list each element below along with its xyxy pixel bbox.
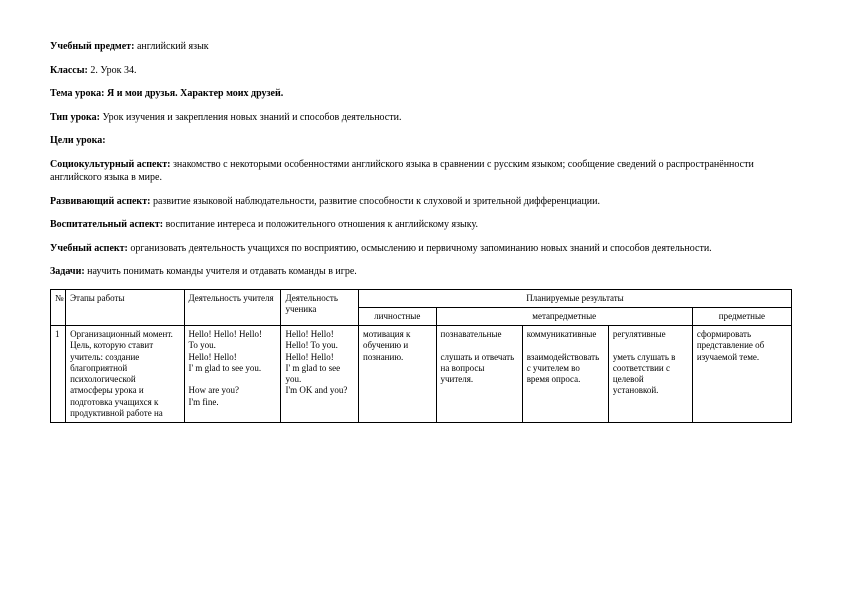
subject-line: Учебный предмет: английский язык: [50, 40, 792, 54]
edu-label: Воспитательный аспект:: [50, 219, 163, 230]
col-stage: Этапы работы: [66, 289, 184, 326]
dev-label: Развивающий аспект:: [50, 196, 150, 207]
topic-line: Тема урока: Я и мои друзья. Характер мои…: [50, 87, 792, 101]
tasks-label: Задачи:: [50, 266, 85, 277]
tasks-line: Задачи: научить понимать команды учителя…: [50, 265, 792, 279]
col-subject: предметные: [692, 307, 791, 325]
type-line: Тип урока: Урок изучения и закрепления н…: [50, 111, 792, 125]
class-line: Классы: 2. Урок 34.: [50, 64, 792, 78]
col-teacher: Деятельность учителя: [184, 289, 281, 326]
col-results: Планируемые результаты: [359, 289, 792, 307]
table-header-row-1: № Этапы работы Деятельность учителя Деят…: [51, 289, 792, 307]
col-num: №: [51, 289, 66, 326]
edu-line: Воспитательный аспект: воспитание интере…: [50, 218, 792, 232]
socio-label: Социокультурный аспект:: [50, 159, 170, 170]
col-pupil: Деятельность ученика: [281, 289, 359, 326]
cell-meta3: регулятивныеуметь слушать в соответствии…: [608, 326, 692, 423]
dev-line: Развивающий аспект: развитие языковой на…: [50, 195, 792, 209]
learn-line: Учебный аспект: организовать деятельност…: [50, 242, 792, 256]
table-row: 1 Организационный момент.Цель, которую с…: [51, 326, 792, 423]
cell-pupil: Hello! Hello!Hello! To you.Hello! Hello!…: [281, 326, 359, 423]
edu-value: воспитание интереса и положительного отн…: [166, 219, 478, 230]
subject-label: Учебный предмет:: [50, 41, 134, 52]
tasks-value: научить понимать команды учителя и отдав…: [87, 266, 357, 277]
cell-stage: Организационный момент.Цель, которую ста…: [66, 326, 184, 423]
subject-value: английский язык: [137, 41, 209, 52]
class-label: Классы:: [50, 65, 88, 76]
topic-value: Я и мои друзья. Характер моих друзей.: [107, 88, 283, 99]
topic-label: Тема урока:: [50, 88, 104, 99]
goals-label: Цели урока:: [50, 134, 792, 148]
col-meta: метапредметные: [436, 307, 692, 325]
cell-subject: сформировать представление об изучаемой …: [692, 326, 791, 423]
class-value: 2. Урок 34.: [90, 65, 136, 76]
lesson-table: № Этапы работы Деятельность учителя Деят…: [50, 289, 792, 424]
cell-meta1: познавательныеслушать и отвечать на вопр…: [436, 326, 522, 423]
cell-personal: мотивация к обучению и познанию.: [359, 326, 437, 423]
cell-meta2: коммуникативныевзаимодействовать с учите…: [522, 326, 608, 423]
learn-value: организовать деятельность учащихся по во…: [130, 243, 711, 254]
type-label: Тип урока:: [50, 112, 100, 123]
dev-value: развитие языковой наблюдательности, разв…: [153, 196, 600, 207]
cell-num: 1: [51, 326, 66, 423]
cell-teacher: Hello! Hello! Hello!To you.Hello! Hello!…: [184, 326, 281, 423]
learn-label: Учебный аспект:: [50, 243, 128, 254]
col-personal: личностные: [359, 307, 437, 325]
type-value: Урок изучения и закрепления новых знаний…: [102, 112, 401, 123]
socio-line: Социокультурный аспект: знакомство с нек…: [50, 158, 792, 185]
